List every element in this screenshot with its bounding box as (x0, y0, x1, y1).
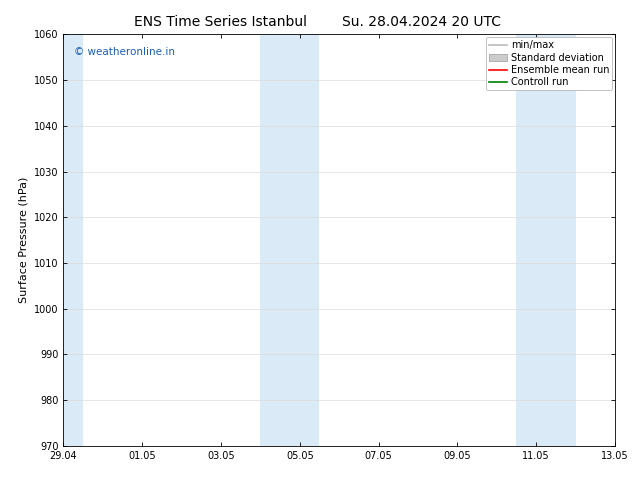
Text: © weatheronline.in: © weatheronline.in (74, 47, 176, 57)
Legend: min/max, Standard deviation, Ensemble mean run, Controll run: min/max, Standard deviation, Ensemble me… (486, 37, 612, 90)
Y-axis label: Surface Pressure (hPa): Surface Pressure (hPa) (18, 177, 29, 303)
Bar (517, 34, 576, 446)
Bar (63, 34, 83, 446)
Bar (261, 34, 320, 446)
Text: ENS Time Series Istanbul        Su. 28.04.2024 20 UTC: ENS Time Series Istanbul Su. 28.04.2024 … (134, 15, 500, 29)
